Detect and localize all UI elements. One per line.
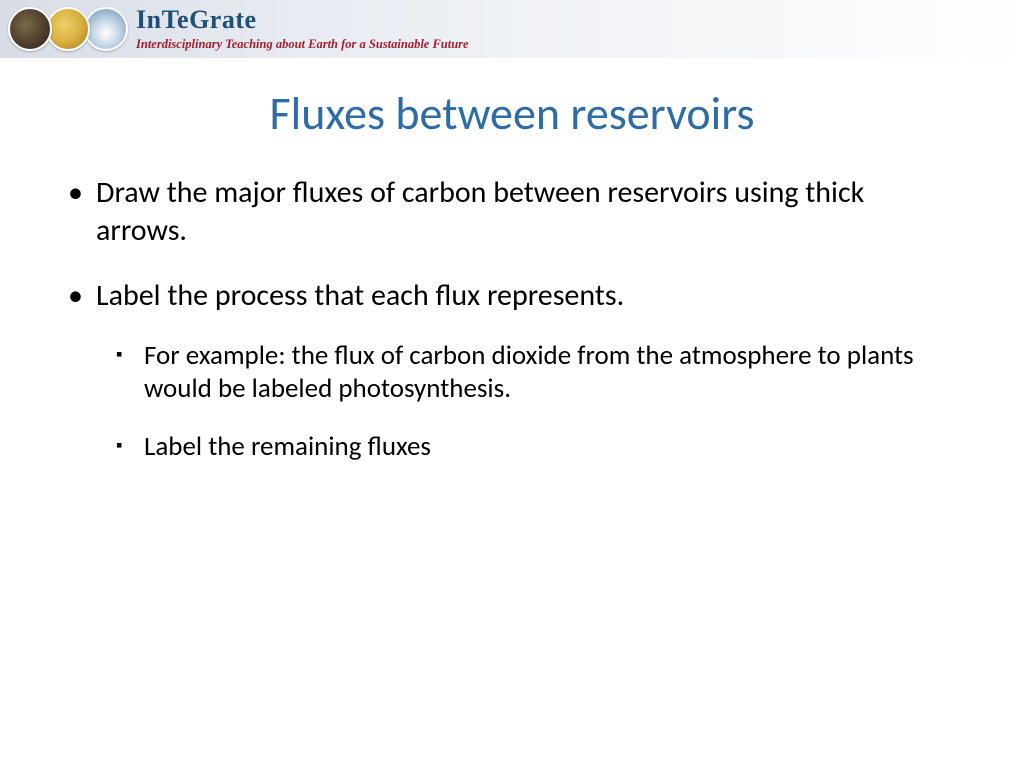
bullet-item: Label the process that each flux represe… bbox=[64, 277, 960, 464]
banner-logo-circles bbox=[8, 7, 122, 51]
logo-circle-2 bbox=[46, 7, 90, 51]
logo-circle-3 bbox=[84, 7, 128, 51]
sub-bullet-item: Label the remaining fluxes bbox=[112, 430, 960, 464]
brand-name: InTeGrate bbox=[136, 7, 469, 33]
sub-bullet-text: Label the remaining fluxes bbox=[144, 430, 431, 463]
brand-tagline: Interdisciplinary Teaching about Earth f… bbox=[136, 37, 469, 52]
logo-circle-1 bbox=[8, 7, 52, 51]
slide-content: Draw the major fluxes of carbon between … bbox=[0, 174, 1024, 464]
header-banner: InTeGrate Interdisciplinary Teaching abo… bbox=[0, 0, 1024, 58]
slide-title: Fluxes between reservoirs bbox=[0, 86, 1024, 142]
bullet-list-level2: For example: the flux of carbon dioxide … bbox=[96, 339, 960, 464]
bullet-list-level1: Draw the major fluxes of carbon between … bbox=[64, 174, 960, 464]
bullet-text: Label the process that each flux represe… bbox=[96, 277, 624, 314]
banner-text-block: InTeGrate Interdisciplinary Teaching abo… bbox=[136, 7, 469, 52]
sub-bullet-text: For example: the flux of carbon dioxide … bbox=[144, 339, 914, 406]
sub-bullet-item: For example: the flux of carbon dioxide … bbox=[112, 339, 960, 407]
bullet-text: Draw the major fluxes of carbon between … bbox=[96, 174, 864, 249]
bullet-item: Draw the major fluxes of carbon between … bbox=[64, 174, 960, 249]
